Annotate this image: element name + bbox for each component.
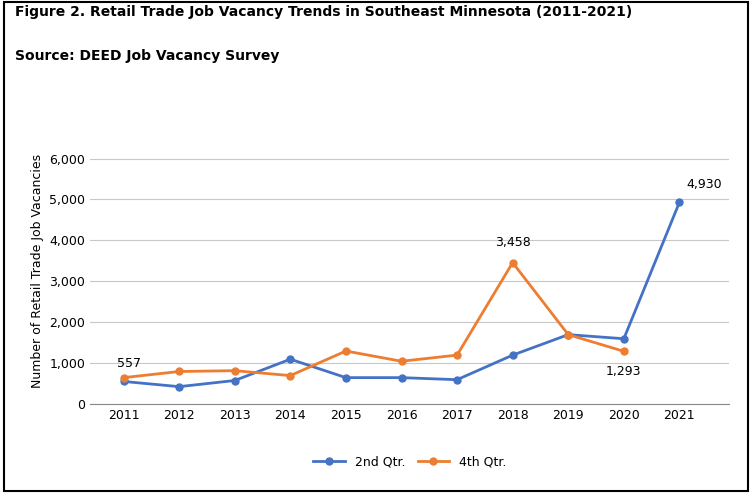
Line: 4th Qtr.: 4th Qtr. — [120, 259, 627, 381]
2nd Qtr. — [286, 356, 295, 362]
4th Qtr. — [341, 348, 350, 354]
Line: 2nd Qtr.: 2nd Qtr. — [120, 199, 683, 390]
Text: Source: DEED Job Vacancy Survey: Source: DEED Job Vacancy Survey — [15, 49, 280, 63]
2nd Qtr. — [508, 352, 517, 358]
2nd Qtr. — [174, 384, 183, 389]
2nd Qtr. — [397, 375, 406, 381]
4th Qtr. — [286, 373, 295, 379]
4th Qtr. — [397, 358, 406, 364]
Text: Figure 2. Retail Trade Job Vacancy Trends in Southeast Minnesota (2011-2021): Figure 2. Retail Trade Job Vacancy Trend… — [15, 5, 632, 19]
Y-axis label: Number of Retail Trade Job Vacancies: Number of Retail Trade Job Vacancies — [31, 154, 44, 388]
4th Qtr. — [508, 260, 517, 266]
2nd Qtr. — [453, 377, 462, 383]
Legend: 2nd Qtr., 4th Qtr.: 2nd Qtr., 4th Qtr. — [308, 451, 511, 473]
2nd Qtr. — [119, 379, 128, 385]
Text: 4,930: 4,930 — [687, 178, 722, 191]
4th Qtr. — [174, 369, 183, 375]
2nd Qtr. — [230, 378, 239, 384]
4th Qtr. — [620, 349, 629, 354]
Text: 3,458: 3,458 — [495, 236, 531, 249]
4th Qtr. — [119, 375, 128, 381]
2nd Qtr. — [341, 375, 350, 381]
2nd Qtr. — [620, 336, 629, 342]
4th Qtr. — [564, 332, 573, 338]
Text: 557: 557 — [117, 357, 141, 370]
4th Qtr. — [453, 352, 462, 358]
2nd Qtr. — [564, 332, 573, 338]
4th Qtr. — [230, 368, 239, 374]
Text: 1,293: 1,293 — [606, 365, 641, 378]
2nd Qtr. — [675, 199, 684, 205]
